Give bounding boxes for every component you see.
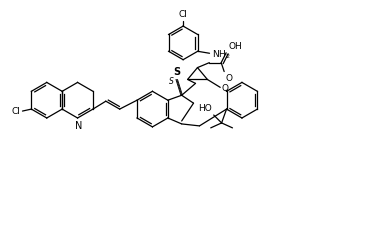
Text: N: N xyxy=(75,121,82,131)
Text: Cl: Cl xyxy=(179,10,188,19)
Text: HO: HO xyxy=(198,104,212,113)
Text: O: O xyxy=(221,84,228,93)
Text: S: S xyxy=(173,67,180,77)
Text: NH$_2$: NH$_2$ xyxy=(212,48,230,61)
Text: Cl: Cl xyxy=(12,106,21,116)
Text: O: O xyxy=(225,73,232,83)
Text: S: S xyxy=(170,77,174,86)
Text: OH: OH xyxy=(228,42,242,51)
